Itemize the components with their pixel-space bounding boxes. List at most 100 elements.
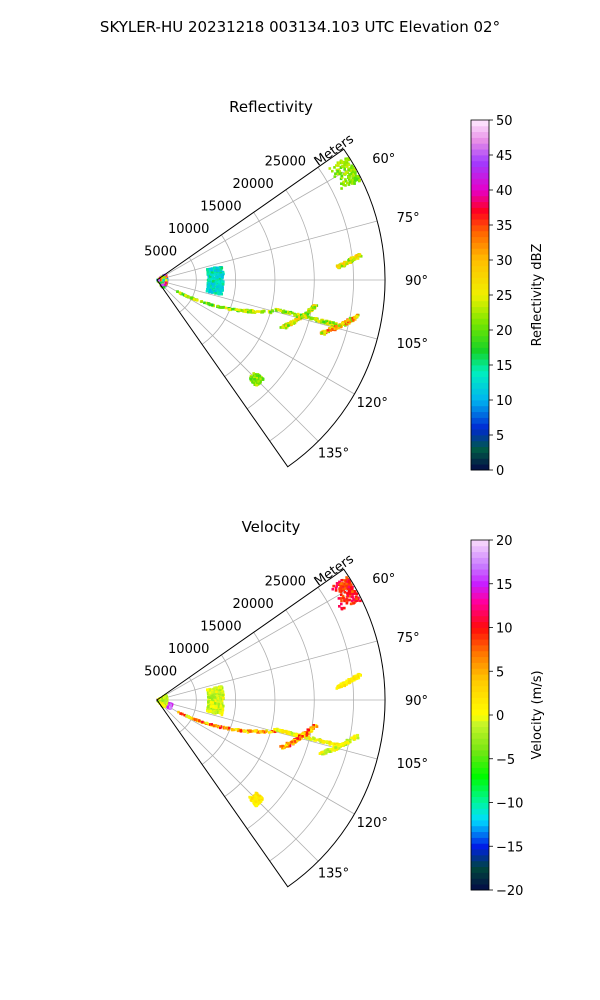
echo-cell: [341, 684, 345, 688]
echo-cell: [206, 709, 209, 713]
echo-cell: [357, 176, 360, 180]
echo-cell: [207, 278, 211, 281]
echo-cell: [330, 742, 334, 745]
echo-cell: [343, 320, 347, 323]
echo-cell: [351, 585, 354, 589]
echo-cell: [350, 736, 353, 740]
echo-cell: [349, 169, 352, 172]
colorbar-tick-label: 45: [496, 149, 513, 164]
colorbar-segment: [471, 359, 489, 366]
colorbar-segment: [471, 330, 489, 337]
colorbar-segment: [471, 324, 489, 331]
colorbar-segment: [471, 440, 489, 448]
echo-cell: [335, 687, 339, 690]
echo-cell: [215, 724, 218, 728]
echo-cell: [274, 728, 278, 732]
echo-cell: [224, 306, 228, 310]
echo-cell: [284, 326, 288, 330]
echo-cell: [323, 333, 326, 336]
echo-cell: [343, 599, 346, 603]
echo-cell: [226, 726, 229, 729]
echo-cell: [358, 253, 362, 256]
colorbar-segment: [471, 843, 489, 850]
echo-cell: [353, 316, 357, 319]
echo-cell: [219, 693, 223, 697]
azimuth-tick-label: 120°: [357, 816, 388, 831]
echo-cell: [347, 582, 351, 586]
echo-cell: [295, 740, 298, 743]
echo-cell: [340, 607, 344, 611]
echo-cell: [346, 594, 350, 597]
echo-cell: [349, 172, 353, 176]
echo-cell: [353, 590, 356, 593]
echo-cell: [359, 599, 362, 603]
echo-cell: [216, 697, 220, 700]
echo-cell: [221, 275, 224, 279]
echo-cell: [345, 161, 348, 164]
echo-cell: [177, 710, 180, 714]
azimuth-tick-label: 60°: [372, 572, 395, 587]
echo-cell: [192, 717, 196, 721]
echo-cell: [217, 702, 220, 706]
echo-cell: [230, 728, 234, 731]
echo-cell: [320, 321, 323, 324]
echo-cell: [256, 731, 259, 734]
colorbar-segment: [471, 779, 489, 786]
echo-cell: [339, 586, 343, 589]
echo-cell: [237, 728, 240, 731]
echo-cell: [196, 718, 199, 722]
colorbar-segment: [471, 260, 489, 267]
echo-cell: [351, 175, 354, 178]
echo-cell: [340, 593, 343, 597]
echo-cell: [248, 729, 251, 733]
echo-cell: [353, 317, 357, 321]
echo-cell: [351, 596, 355, 599]
echo-cell: [163, 695, 167, 699]
echo-cell: [218, 291, 222, 294]
colorbar-segment: [471, 551, 489, 558]
colorbar-segment: [471, 849, 489, 856]
colorbar-segment: [471, 155, 489, 162]
echo-cell: [231, 307, 234, 311]
echo-cell: [219, 726, 222, 730]
echo-cell: [211, 697, 214, 701]
echo-cell: [349, 167, 353, 170]
echo-cell: [330, 322, 334, 326]
echo-cell: [347, 174, 350, 178]
echo-cell: [299, 316, 303, 320]
colorbar-segment: [471, 790, 489, 798]
echo-cell: [343, 742, 347, 745]
echo-cell: [200, 300, 203, 303]
echo-cell: [353, 181, 356, 184]
colorbar-segment: [471, 131, 489, 138]
sector-outline: [156, 148, 386, 468]
echo-cell: [219, 697, 222, 700]
echo-cell: [348, 681, 352, 684]
echo-cell: [215, 269, 219, 272]
echo-cell: [206, 284, 210, 288]
echo-cell: [353, 677, 356, 680]
echo-cell: [352, 602, 355, 605]
echo-cell: [314, 739, 318, 742]
echo-cell: [215, 266, 218, 270]
echo-cell: [162, 278, 165, 282]
echo-cell: [347, 183, 351, 186]
echo-cell: [220, 690, 224, 693]
echo-cell: [161, 700, 164, 703]
echo-cell: [352, 598, 355, 601]
echo-cell: [217, 280, 220, 284]
echo-cell: [209, 700, 213, 704]
echo-cell: [350, 678, 354, 682]
echo-cell: [343, 168, 346, 171]
range-ring-10000: [201, 654, 236, 765]
echo-cell: [242, 308, 246, 312]
echo-cell: [209, 710, 212, 713]
echo-cell: [339, 171, 343, 175]
echo-cell: [252, 372, 255, 375]
echo-cell: [213, 267, 216, 270]
echo-layer: [156, 157, 363, 387]
echo-cell: [347, 589, 351, 593]
echo-cell: [248, 310, 252, 313]
echo-cell: [260, 310, 264, 313]
